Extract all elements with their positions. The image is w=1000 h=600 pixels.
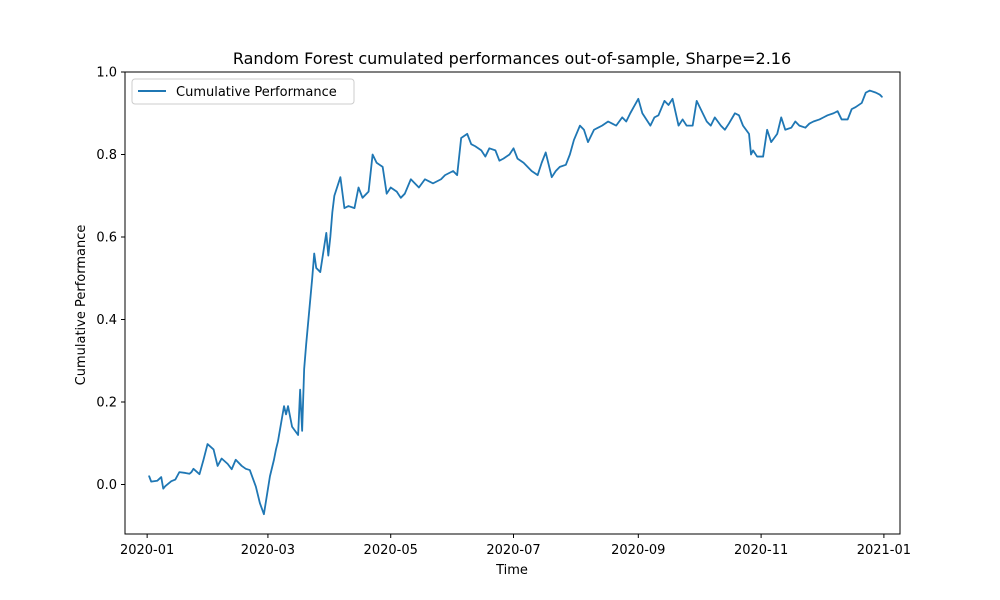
x-tick-label: 2021-01 (857, 543, 911, 558)
series-lines (148, 89, 883, 516)
x-axis-ticks: 2020-01 2020-03 2020-05 2020-07 2020-09 2020-… (120, 534, 911, 558)
legend: Cumulative Performance (131, 78, 355, 105)
y-tick-label: 0.6 (96, 231, 117, 246)
x-tick-label: 2020-03 (241, 543, 295, 558)
x-tick-label: 2020-09 (611, 543, 665, 558)
y-tick-label: 1.0 (96, 66, 117, 81)
series-line-cumulative-performance (148, 89, 883, 516)
legend-label-cumulative-performance: Cumulative Performance (176, 85, 337, 100)
y-tick-label: 0.2 (96, 396, 117, 411)
x-axis-label: Time (495, 563, 528, 578)
x-tick-label: 2020-11 (734, 543, 788, 558)
x-tick-label: 2020-07 (486, 543, 540, 558)
legend-box (131, 78, 355, 105)
plot-area-frame (124, 71, 901, 535)
x-tick-label: 2020-01 (120, 543, 174, 558)
y-tick-label: 0.0 (96, 478, 117, 493)
y-axis-ticks: 0.0 0.2 0.4 0.6 0.8 1.0 (96, 66, 125, 493)
x-tick-label: 2020-05 (364, 543, 418, 558)
y-tick-label: 0.8 (96, 148, 117, 163)
chart-title: Random Forest cumulated performances out… (233, 49, 791, 68)
y-tick-label: 0.4 (96, 313, 117, 328)
y-axis-label: Cumulative Performance (74, 225, 89, 386)
